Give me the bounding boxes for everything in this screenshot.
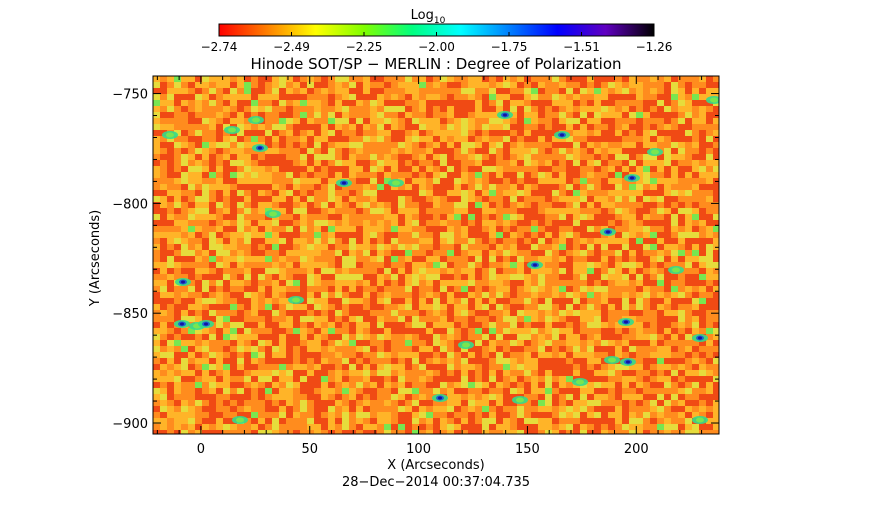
colorbar: Log10 −2.74 −2.49 −2.25 −2.00 −1.75 −1.51 −1.2… [201,8,673,54]
plot-frame [152,75,720,435]
x-tick-label: 50 [301,442,318,457]
map-texture [153,76,719,434]
colorbar-tick-label: −1.75 [491,40,528,54]
colorbar-ticks: −2.74 −2.49 −2.25 −2.00 −1.75 −1.51 −1.26 [201,32,673,54]
colorbar-tick-label: −2.74 [201,40,238,54]
x-tick-label: 0 [197,442,205,457]
x-axis-label: X (Arcseconds) [387,458,484,473]
colorbar-label-subscript: 10 [434,16,446,26]
x-tick-label: 200 [624,442,649,457]
x-axis: 0 50 100 150 200 [156,76,703,457]
y-tick-label: −900 [112,417,148,432]
colorbar-tick-label: −1.51 [563,40,600,54]
map-features [162,96,719,424]
x-tick-label: 150 [515,442,540,457]
colorbar-label: Log10 [411,8,446,26]
timestamp: 28−Dec−2014 00:37:04.735 [342,475,530,490]
y-axis: −750 −800 −850 −900 [112,88,719,432]
y-tick-label: −800 [112,197,148,212]
colorbar-tick-label: −2.25 [346,40,383,54]
y-axis-label: Y (Arcseconds) [88,210,103,307]
polarization-map [153,76,719,434]
y-tick-label: −850 [112,307,148,322]
colorbar-tick-label: −2.00 [418,40,455,54]
y-tick-label: −750 [112,88,148,103]
colorbar-tick-label: −2.49 [273,40,310,54]
colorbar-tick-label: −1.26 [636,40,673,54]
plot-title: Hinode SOT/SP − MERLIN : Degree of Polar… [250,55,621,73]
x-tick-label: 100 [406,442,431,457]
